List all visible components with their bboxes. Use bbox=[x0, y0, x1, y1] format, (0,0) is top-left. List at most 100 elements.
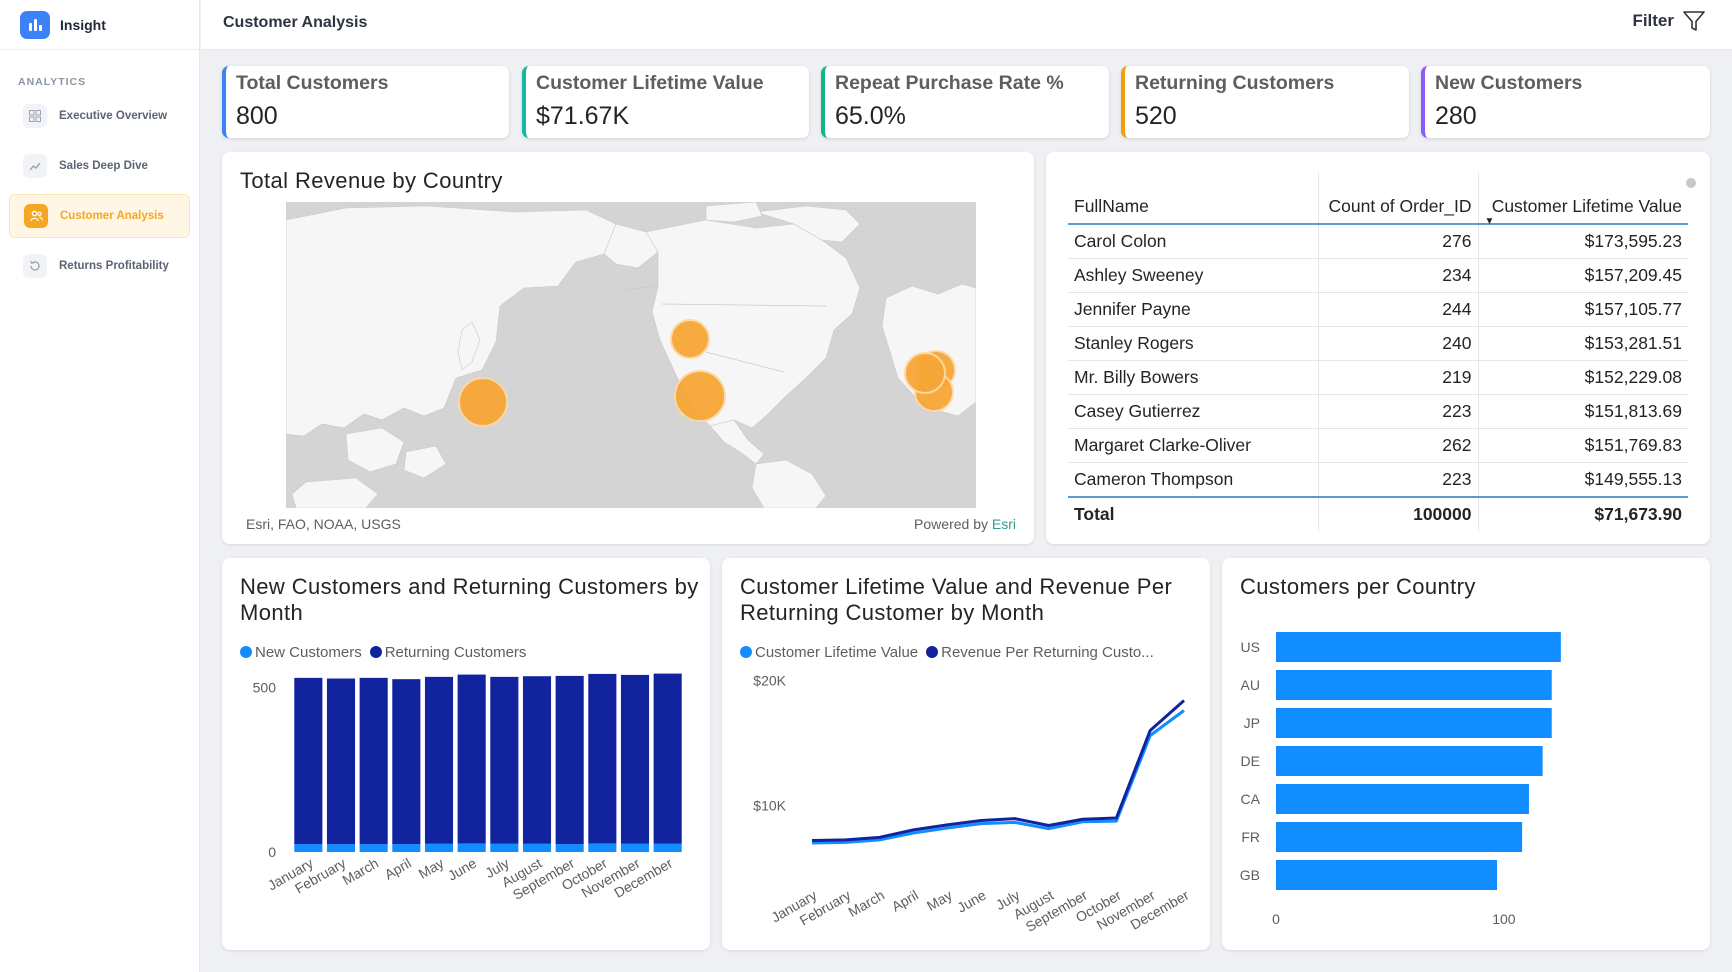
chart-title: New Customers and Returning Customers by… bbox=[240, 574, 699, 625]
bar-new-customers bbox=[326, 844, 356, 852]
top-bar: Customer Analysis Filter bbox=[201, 0, 1732, 50]
y-tick-label: CA bbox=[1241, 791, 1261, 807]
kpi-value: 65.0% bbox=[835, 102, 906, 130]
bar-new-customers bbox=[424, 843, 454, 852]
y-tick-label: FR bbox=[1241, 829, 1260, 845]
sidebar-item-returns-profitability[interactable]: Returns Profitability bbox=[9, 244, 190, 288]
kpi-total-customers[interactable]: Total Customers 800 bbox=[222, 66, 509, 138]
chart-title: Customer Lifetime Value and Revenue Per … bbox=[740, 574, 1173, 625]
horizontal-bar-chart[interactable]: US AU JP DE CA FR GB 0 100 bbox=[1222, 558, 1710, 950]
bar-country bbox=[1276, 708, 1552, 738]
sidebar-item-customer-analysis[interactable]: Customer Analysis bbox=[9, 194, 190, 238]
kpi-customer-lifetime-value[interactable]: Customer Lifetime Value $71.67K bbox=[522, 66, 809, 138]
sidebar-item-label: Executive Overview bbox=[59, 110, 168, 122]
cell-clv: $153,281.51 bbox=[1477, 326, 1688, 361]
powered-prefix: Powered by bbox=[914, 516, 992, 532]
table-row[interactable]: Cameron Thompson 223 $149,555.13 bbox=[1068, 462, 1688, 498]
table-row[interactable]: Mr. Billy Bowers 219 $152,229.08 bbox=[1068, 360, 1688, 395]
kpi-value: $71.67K bbox=[536, 102, 630, 130]
brand[interactable]: Insight bbox=[0, 0, 199, 50]
map-bubble-united-states[interactable] bbox=[674, 370, 726, 422]
customer-table-card: FullName Count of Order_ID Customer Life… bbox=[1046, 152, 1710, 544]
kpi-label: Repeat Purchase Rate % bbox=[835, 72, 1064, 94]
table-row[interactable]: Jennifer Payne 244 $157,105.77 bbox=[1068, 292, 1688, 327]
bar-new-customers bbox=[457, 843, 486, 852]
table-row[interactable]: Margaret Clarke-Oliver 262 $151,769.83 bbox=[1068, 428, 1688, 463]
cell-fullname: Jennifer Payne bbox=[1068, 292, 1318, 327]
kpi-returning-customers[interactable]: Returning Customers 520 bbox=[1121, 66, 1409, 138]
clv-line-chart-card: Customer Lifetime Value and Revenue Per … bbox=[722, 558, 1210, 950]
table-row[interactable]: Casey Gutierrez 223 $151,813.69 bbox=[1068, 394, 1688, 429]
app-name: Insight bbox=[60, 16, 106, 33]
filter-button[interactable]: Filter bbox=[1632, 9, 1706, 33]
column-header-clv[interactable]: Customer Lifetime Value ▼ bbox=[1477, 172, 1688, 227]
legend-item-clv[interactable]: Customer Lifetime Value bbox=[740, 644, 918, 661]
y-tick-label: GB bbox=[1240, 867, 1260, 883]
column-header-order-count[interactable]: Count of Order_ID bbox=[1317, 172, 1478, 225]
bar-returning-customers bbox=[424, 676, 454, 844]
sidebar-item-executive-overview[interactable]: Executive Overview bbox=[9, 94, 190, 138]
bar-returning-customers bbox=[653, 673, 682, 844]
x-tick-label: 0 bbox=[1272, 911, 1280, 927]
bar-new-customers bbox=[392, 844, 421, 852]
chart-logo-icon bbox=[20, 10, 50, 39]
map-bubble-germany[interactable] bbox=[904, 352, 946, 394]
sidebar-item-sales-deep-dive[interactable]: Sales Deep Dive bbox=[9, 144, 190, 188]
legend-item-returning[interactable]: Returning Customers bbox=[369, 644, 527, 661]
bar-returning-customers bbox=[294, 677, 323, 845]
x-tick-label: 100 bbox=[1492, 911, 1516, 927]
y-tick-label: $20K bbox=[753, 673, 786, 689]
kpi-value: 280 bbox=[1435, 102, 1477, 130]
y-tick-label: DE bbox=[1241, 753, 1260, 769]
legend-dot bbox=[240, 646, 252, 658]
sidebar: Insight ANALYTICS Executive Overview Sal… bbox=[0, 0, 200, 972]
legend-label: Customer Lifetime Value bbox=[755, 644, 919, 661]
bar-country bbox=[1276, 670, 1552, 700]
x-tick-label: June bbox=[954, 887, 988, 916]
column-header-fullname[interactable]: FullName bbox=[1068, 172, 1318, 225]
kpi-repeat-purchase-rate[interactable]: Repeat Purchase Rate % 65.0% bbox=[821, 66, 1109, 138]
bar-new-customers bbox=[588, 843, 617, 852]
kpi-label: Total Customers bbox=[236, 72, 389, 94]
cell-clv: $151,813.69 bbox=[1477, 394, 1688, 429]
kpi-label: Customer Lifetime Value bbox=[536, 72, 764, 94]
cell-order-count: 244 bbox=[1317, 292, 1478, 327]
y-tick-label: 500 bbox=[253, 680, 277, 696]
bar-new-customers bbox=[653, 843, 682, 852]
y-tick-label: 0 bbox=[268, 844, 276, 860]
more-options-dot[interactable] bbox=[1686, 178, 1696, 188]
chart-legend: Customer Lifetime Value Revenue Per Retu… bbox=[740, 644, 1154, 661]
legend-item-revenue[interactable]: Revenue Per Returning Custo... bbox=[926, 644, 1154, 661]
nav-section-label: ANALYTICS bbox=[18, 76, 87, 88]
table-row[interactable]: Ashley Sweeney 234 $157,209.45 bbox=[1068, 258, 1688, 293]
funnel-icon bbox=[1683, 11, 1705, 31]
kpi-new-customers[interactable]: New Customers 280 bbox=[1421, 66, 1710, 138]
cell-fullname: Margaret Clarke-Oliver bbox=[1068, 428, 1318, 463]
table-row[interactable]: Stanley Rogers 240 $153,281.51 bbox=[1068, 326, 1688, 361]
total-clv: $71,673.90 bbox=[1477, 496, 1688, 531]
filter-label: Filter bbox=[1632, 11, 1674, 30]
table-row[interactable]: Carol Colon 276 $173,595.23 bbox=[1068, 224, 1688, 259]
map-bubble-australia[interactable] bbox=[458, 377, 508, 427]
cell-clv: $152,229.08 bbox=[1477, 360, 1688, 395]
cell-order-count: 223 bbox=[1317, 394, 1478, 429]
cell-clv: $149,555.13 bbox=[1477, 462, 1688, 498]
x-tick-label: May bbox=[416, 855, 447, 882]
esri-link[interactable]: Esri bbox=[991, 516, 1016, 532]
bar-returning-customers bbox=[392, 679, 421, 845]
world-map[interactable] bbox=[286, 202, 976, 508]
kpi-value: 800 bbox=[236, 102, 278, 130]
legend-label: Returning Customers bbox=[384, 644, 527, 661]
bar-new-customers bbox=[555, 844, 584, 852]
cell-clv: $157,209.45 bbox=[1477, 258, 1688, 293]
new-returning-chart-card: New Customers and Returning Customers by… bbox=[222, 558, 710, 950]
page-title: Customer Analysis bbox=[223, 14, 368, 31]
kpi-value: 520 bbox=[1135, 102, 1177, 130]
bar-returning-customers bbox=[522, 676, 552, 844]
cell-fullname: Carol Colon bbox=[1068, 224, 1318, 259]
map-powered-by[interactable]: Powered by Esri bbox=[914, 516, 1016, 532]
map-bubble-canada[interactable] bbox=[670, 319, 710, 359]
legend-item-new[interactable]: New Customers bbox=[240, 644, 362, 661]
